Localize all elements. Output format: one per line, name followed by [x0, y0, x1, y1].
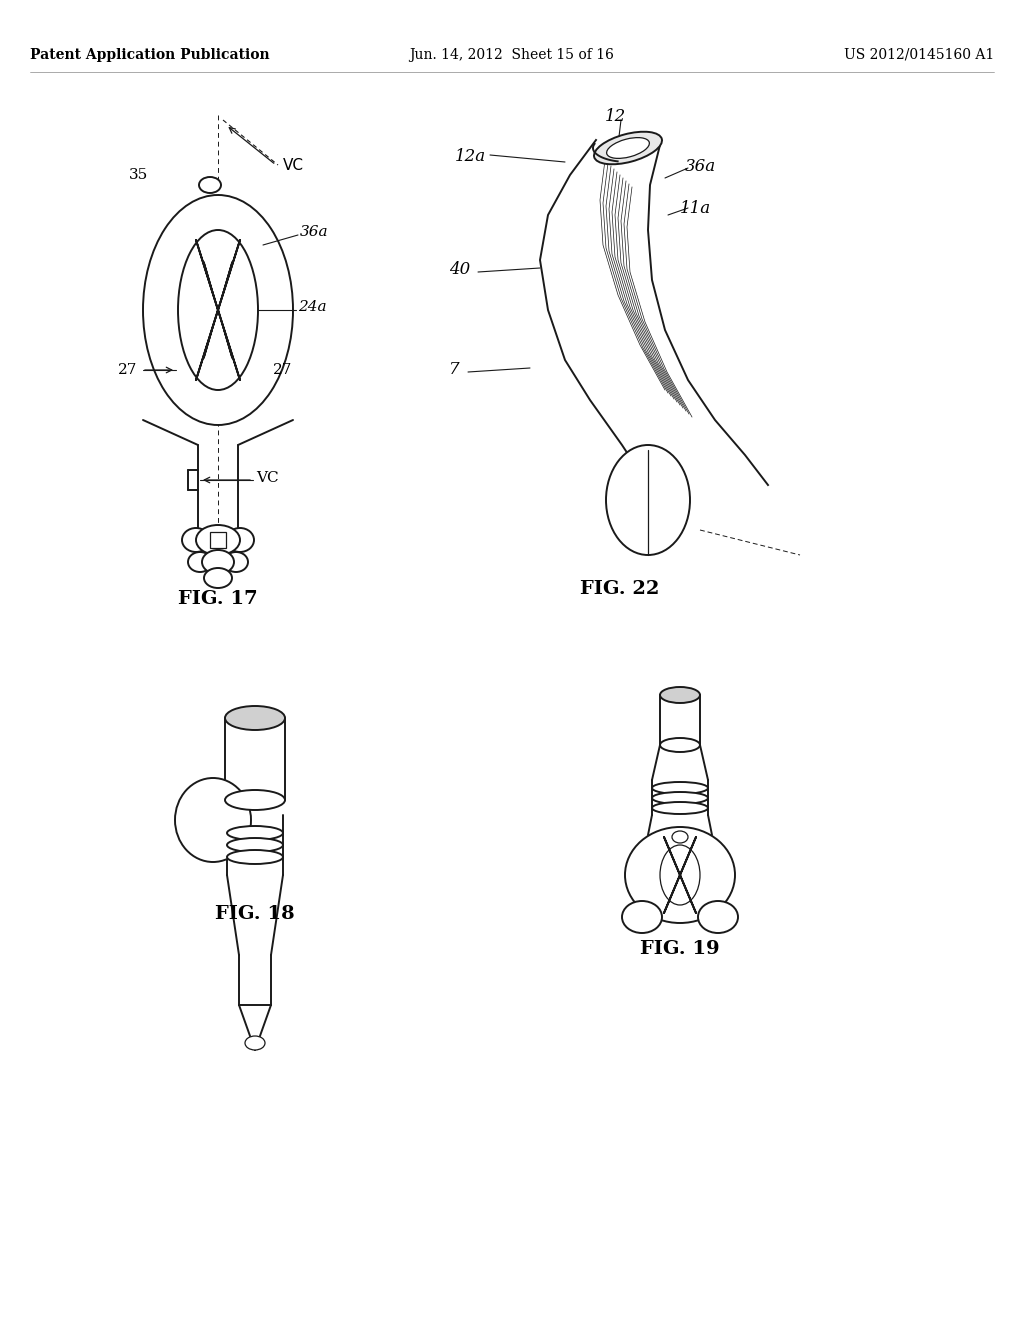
- Ellipse shape: [188, 552, 212, 572]
- Ellipse shape: [660, 738, 700, 752]
- Ellipse shape: [204, 568, 232, 587]
- Ellipse shape: [625, 828, 735, 923]
- Ellipse shape: [226, 528, 254, 552]
- Ellipse shape: [199, 177, 221, 193]
- Ellipse shape: [225, 789, 285, 810]
- Text: 27: 27: [118, 363, 137, 378]
- Text: 11a: 11a: [680, 201, 711, 216]
- Text: 12a: 12a: [455, 148, 485, 165]
- Text: 35: 35: [129, 168, 148, 182]
- Ellipse shape: [224, 552, 248, 572]
- Ellipse shape: [175, 777, 251, 862]
- Text: Jun. 14, 2012  Sheet 15 of 16: Jun. 14, 2012 Sheet 15 of 16: [410, 48, 614, 62]
- Ellipse shape: [227, 826, 283, 840]
- Ellipse shape: [652, 781, 708, 795]
- Text: 7: 7: [450, 362, 460, 379]
- Ellipse shape: [227, 850, 283, 865]
- Text: 36a: 36a: [300, 224, 329, 239]
- Ellipse shape: [196, 525, 240, 554]
- Bar: [210, 532, 226, 548]
- Text: FIG. 22: FIG. 22: [581, 579, 659, 598]
- Ellipse shape: [225, 706, 285, 730]
- Ellipse shape: [143, 195, 293, 425]
- Ellipse shape: [606, 445, 690, 554]
- Ellipse shape: [245, 1036, 265, 1049]
- Text: 24a: 24a: [298, 300, 327, 314]
- Text: FIG. 19: FIG. 19: [640, 940, 720, 958]
- Ellipse shape: [652, 792, 708, 804]
- Text: Patent Application Publication: Patent Application Publication: [30, 48, 269, 62]
- Ellipse shape: [672, 832, 688, 843]
- Text: FIG. 18: FIG. 18: [215, 906, 295, 923]
- Ellipse shape: [652, 803, 708, 814]
- Text: US 2012/0145160 A1: US 2012/0145160 A1: [844, 48, 994, 62]
- Ellipse shape: [227, 838, 283, 851]
- Ellipse shape: [622, 902, 662, 933]
- Text: VC: VC: [283, 157, 304, 173]
- Text: 27: 27: [273, 363, 293, 378]
- Text: FIG. 17: FIG. 17: [178, 590, 258, 609]
- Text: 12: 12: [604, 108, 626, 125]
- Text: 36a: 36a: [685, 158, 716, 176]
- Text: VC: VC: [256, 471, 279, 484]
- Ellipse shape: [698, 902, 738, 933]
- Ellipse shape: [660, 686, 700, 704]
- Ellipse shape: [182, 528, 210, 552]
- Ellipse shape: [178, 230, 258, 389]
- Ellipse shape: [660, 845, 700, 906]
- Text: 40: 40: [449, 261, 470, 279]
- Ellipse shape: [594, 132, 662, 164]
- Ellipse shape: [202, 550, 234, 574]
- Ellipse shape: [606, 137, 649, 158]
